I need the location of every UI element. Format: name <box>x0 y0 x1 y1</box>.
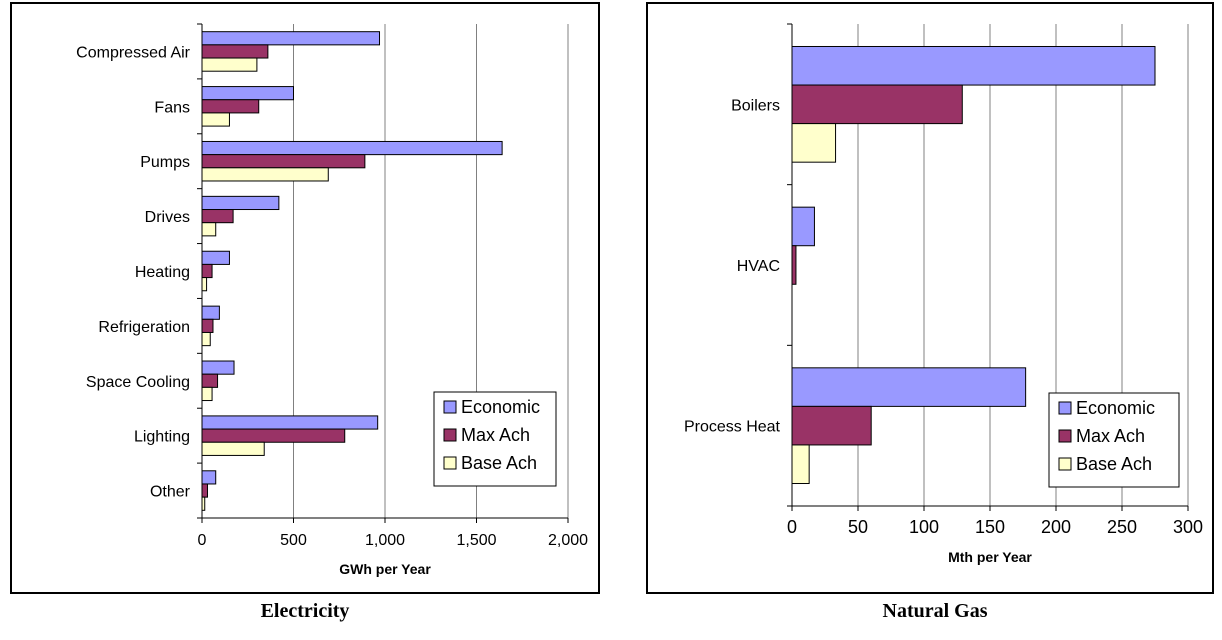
bar-process-heat-base-ach <box>791 444 810 485</box>
bar-boilers-base-ach <box>791 123 837 163</box>
bar-fans-base-ach <box>201 112 230 127</box>
category-label: Refrigeration <box>98 319 190 336</box>
bar-fans-max-ach <box>201 99 260 114</box>
bar-boilers-economic <box>791 45 1156 86</box>
category-label: HVAC <box>737 258 780 275</box>
bar-space-cooling-economic <box>201 360 235 375</box>
bar-refrigeration-max-ach <box>201 318 214 333</box>
bar-lighting-economic <box>201 415 379 430</box>
bar-refrigeration-base-ach <box>201 331 211 347</box>
bar-space-cooling-base-ach <box>201 386 213 402</box>
legend-label-base-ach: Base Ach <box>461 453 537 473</box>
legend-swatch-max-ach <box>443 428 457 442</box>
electricity-chart-panel: Compressed Air Fans Pumps Drives Heating Refr… <box>10 2 600 594</box>
legend-swatch-base-ach <box>443 456 457 470</box>
bar-pumps-max-ach <box>201 154 366 169</box>
bar-boilers-max-ach <box>791 84 963 125</box>
x-tick-label: 150 <box>975 517 1005 537</box>
bar-compressed-air-max-ach <box>201 44 269 59</box>
x-axis-label: GWh per Year <box>339 561 431 577</box>
x-tick-label: 200 <box>1041 517 1071 537</box>
x-tick-label: 1,500 <box>456 532 496 549</box>
electricity-chart: Compressed Air Fans Pumps Drives Heating Refr… <box>76 23 588 577</box>
bar-drives-max-ach <box>201 209 234 224</box>
x-tick-label: 50 <box>848 517 868 537</box>
bar-lighting-base-ach <box>201 441 265 456</box>
bar-fans-economic <box>201 86 294 101</box>
bar-compressed-air-economic <box>201 31 381 46</box>
category-label: Process Heat <box>684 419 781 436</box>
x-tick-label: 500 <box>280 532 307 549</box>
bar-compressed-air-base-ach <box>201 57 258 72</box>
category-label: Pumps <box>140 154 190 171</box>
natural-gas-chart-panel: Boilers HVAC Process Heat 0 50 100 150 200 250 30… <box>646 2 1214 594</box>
natural-gas-chart: Boilers HVAC Process Heat 0 50 100 150 200 250 30… <box>684 23 1203 565</box>
x-tick-label: 0 <box>198 532 207 549</box>
legend-swatch-base-ach <box>1058 457 1072 471</box>
x-tick-label: 0 <box>787 517 797 537</box>
category-label: Compressed Air <box>76 44 190 61</box>
electricity-caption: Electricity <box>260 600 350 622</box>
category-label: Heating <box>135 264 190 281</box>
bar-heating-economic <box>201 250 230 265</box>
legend-label-base-ach: Base Ach <box>1076 454 1152 474</box>
bar-process-heat-economic <box>791 367 1027 407</box>
x-tick-label: 1,000 <box>365 532 405 549</box>
legend-label-max-ach: Max Ach <box>461 425 530 445</box>
category-label: Fans <box>154 99 190 116</box>
bar-drives-economic <box>201 195 280 211</box>
bar-other-max-ach <box>201 483 208 498</box>
x-tick-label: 300 <box>1173 517 1203 537</box>
legend-label-economic: Economic <box>1076 398 1155 418</box>
legend-swatch-economic <box>1058 401 1072 415</box>
natural-gas-caption: Natural Gas <box>882 600 988 622</box>
bar-heating-base-ach <box>201 277 208 292</box>
legend-swatch-economic <box>443 400 457 414</box>
legend-label-economic: Economic <box>461 397 540 417</box>
bar-process-heat-max-ach <box>791 405 872 446</box>
x-tick-label: 100 <box>909 517 939 537</box>
bar-other-economic <box>201 470 217 485</box>
category-label: Boilers <box>731 97 780 114</box>
legend-swatch-max-ach <box>1058 429 1072 443</box>
x-tick-label: 250 <box>1107 517 1137 537</box>
category-label: Lighting <box>134 429 190 446</box>
bar-heating-max-ach <box>201 263 213 279</box>
category-label: Space Cooling <box>86 374 190 391</box>
x-axis-label: Mth per Year <box>948 549 1032 565</box>
category-label: Drives <box>145 209 190 226</box>
bar-pumps-economic <box>201 140 503 156</box>
x-tick-label: 2,000 <box>548 532 588 549</box>
category-label: Other <box>150 484 191 501</box>
bar-lighting-max-ach <box>201 428 346 443</box>
legend-label-max-ach: Max Ach <box>1076 426 1145 446</box>
bar-pumps-base-ach <box>201 167 329 182</box>
bar-hvac-max-ach <box>791 245 797 285</box>
bar-space-cooling-max-ach <box>201 373 219 388</box>
bar-hvac-economic <box>791 206 815 247</box>
bar-drives-base-ach <box>201 222 217 237</box>
bar-refrigeration-economic <box>201 305 220 320</box>
